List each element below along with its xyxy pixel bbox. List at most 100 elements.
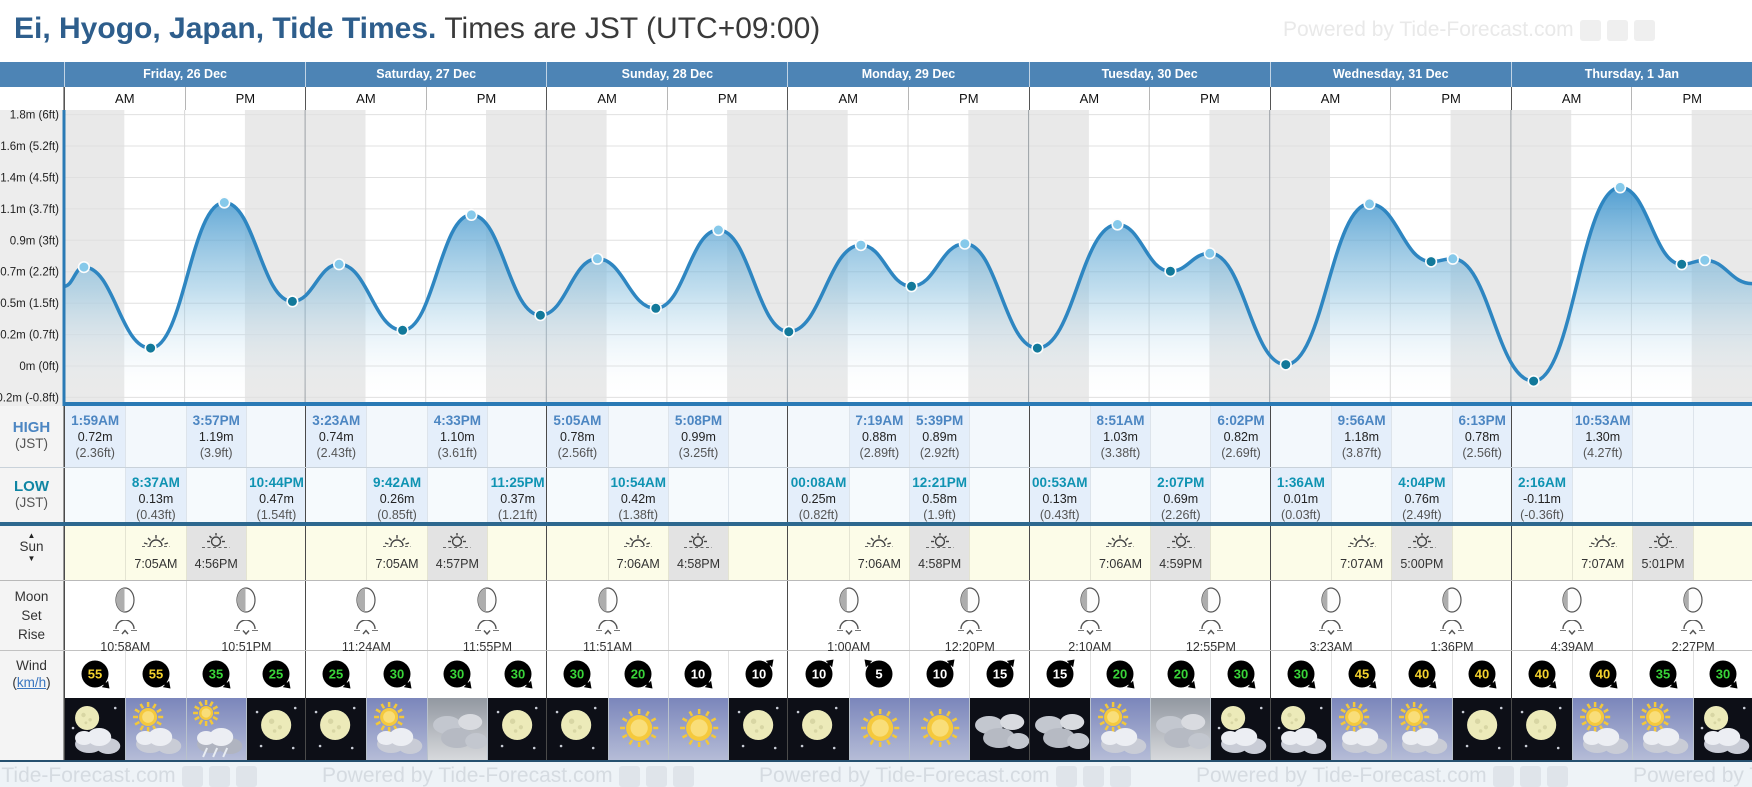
- weather-sunny-icon: [619, 709, 658, 747]
- sunrise-time: 7:05AM: [375, 557, 419, 571]
- sunrise-time: 7:06AM: [1098, 557, 1143, 571]
- moon-cell: 10:58AM: [65, 581, 186, 654]
- high-tide-cell: 3:23AM 0.74m (2.43ft): [306, 406, 367, 467]
- high-tide-time: 7:19AM: [855, 413, 904, 428]
- moon-rise-icon: [957, 619, 982, 635]
- moon-rise-time: 12:20PM: [944, 640, 995, 654]
- social-icon-3: [672, 765, 694, 787]
- wind-arrow-icon: 30: [1227, 660, 1256, 689]
- day-header-bar: Friday, 26 Dec Saturday, 27 Dec Sunday, 28…: [0, 62, 1752, 87]
- weather-moon-clouds-icon: [1218, 706, 1267, 754]
- wind-unit-link[interactable]: km/h: [16, 675, 47, 690]
- svg-text:35: 35: [209, 667, 223, 682]
- moon-cell: 11:24AM: [306, 581, 427, 654]
- sun-cell: [1271, 526, 1331, 580]
- high-tide-height-m: 0.72m: [77, 430, 113, 444]
- low-tide-cell: 10:44PM 0.47m (1.54ft): [245, 468, 307, 522]
- moon-set-time: 11:55PM: [462, 640, 513, 654]
- weather-cell: [1089, 698, 1151, 760]
- footer-watermark-0: Powered by Tide-Forecast.com: [0, 764, 257, 787]
- high-tide-height-m: 1.18m: [1344, 430, 1379, 444]
- day-column-2: 10:54AM 0.42m (1.38ft): [546, 468, 787, 522]
- high-tide-height-ft: (2.36ft): [75, 446, 115, 460]
- svg-text:1.8m (6ft): 1.8m (6ft): [10, 110, 59, 122]
- high-tide-time: 5:08PM: [674, 413, 723, 428]
- watermark-text: Powered by Tide-Forecast.com: [759, 764, 1050, 787]
- svg-text:10: 10: [811, 667, 825, 682]
- low-tide-time: 4:04PM: [1398, 475, 1446, 490]
- day-column-0: [64, 698, 307, 760]
- low-tide-cell: 12:21PM 0.58m (1.9ft): [908, 468, 970, 522]
- day-header-1: Saturday, 27 Dec: [305, 62, 546, 87]
- svg-text:30: 30: [570, 667, 584, 682]
- high-tide-height-m: 0.89m: [922, 430, 957, 444]
- sun-cell: 7:07AM: [1330, 526, 1391, 580]
- wind-arrow-icon: 15: [986, 659, 1015, 688]
- low-tide-cell: 2:07PM 0.69m (2.26ft): [1150, 468, 1211, 522]
- high-tide-cell: [1512, 406, 1572, 467]
- sun-cell: [306, 526, 366, 580]
- wind-arrow-icon: 15: [1046, 659, 1075, 688]
- ampm-label-1-am: AM: [305, 87, 426, 110]
- svg-text:25: 25: [329, 667, 343, 682]
- svg-text:0.7m (2.2ft): 0.7m (2.2ft): [0, 267, 59, 279]
- moon-set-icon: [234, 619, 259, 636]
- high-tide-height-ft: (3.38ft): [1100, 446, 1141, 460]
- ampm-label-6-am: AM: [1510, 87, 1632, 110]
- sun-cell: [1451, 526, 1512, 580]
- social-icon-2: [1082, 765, 1104, 787]
- wind-speed-cell: 40: [1512, 651, 1572, 698]
- svg-text:55: 55: [88, 667, 102, 682]
- low-tide-cell: [1210, 468, 1270, 522]
- moon-rise-time: 12:55PM: [1185, 640, 1236, 654]
- moon-cell: [667, 581, 789, 650]
- svg-text:15: 15: [1052, 667, 1066, 682]
- svg-text:20: 20: [1174, 667, 1188, 682]
- high-tide-cell: 4:33PM 1.10m (3.61ft): [426, 406, 487, 467]
- weather-cell: [426, 698, 487, 760]
- day-column-0: 1:59AM 0.72m (2.36ft) 3:57PM 1.19m (3.9ft): [64, 406, 305, 467]
- moon-cell: 2:10AM: [1030, 581, 1151, 654]
- low-tide-height-m: 0.58m: [922, 492, 957, 506]
- wind-speed-cell: 45: [1330, 651, 1391, 698]
- low-tide-cell: [306, 468, 366, 522]
- social-icon-2: [1519, 765, 1541, 787]
- high-tide-height-m: 1.10m: [439, 430, 475, 444]
- high-tide-cell: [788, 406, 848, 467]
- sun-cell: [1210, 526, 1270, 580]
- sun-cell: 7:05AM: [366, 526, 426, 580]
- footer-watermark-bar: Powered by Tide-Forecast.com Powered by T…: [0, 760, 1752, 787]
- high-tide-cell: 5:39PM 0.89m (2.92ft): [908, 406, 970, 467]
- weather-cell: [306, 698, 367, 760]
- wind-speed-cell: 25: [245, 651, 306, 698]
- moon-row: Moon Set Rise 10:58AM 10:51PM 11:24AM 11…: [0, 581, 1752, 654]
- high-tide-height-ft: (2.43ft): [316, 446, 357, 460]
- day-column-3: 1:00AM 12:20PM: [787, 581, 1028, 654]
- wind-arrow-icon: 40: [1528, 660, 1557, 689]
- sunset-icon: [1407, 533, 1436, 548]
- location-title: Ei, Hyogo, Japan, Tide Times.: [14, 12, 437, 45]
- low-tide-height-m: 0.47m: [259, 492, 294, 506]
- svg-text:40: 40: [1596, 667, 1610, 682]
- wind-arrow-icon: 5: [864, 659, 893, 688]
- wind-arrow-icon: 20: [624, 660, 653, 689]
- sun-cell: [547, 526, 607, 580]
- wind-speed-cell: 30: [366, 651, 426, 698]
- sunset-icon: [925, 533, 954, 548]
- svg-text:0.2m (0.7ft): 0.2m (0.7ft): [0, 330, 59, 342]
- wind-speed-cell: 15: [1030, 651, 1090, 698]
- day-column-0: 55 55 35 25: [64, 651, 305, 698]
- moon-cell: 11:55PM: [426, 581, 548, 654]
- ampm-gutter: [0, 87, 64, 110]
- social-icon-1: [618, 765, 640, 787]
- low-tide-time: 2:16AM: [1517, 475, 1566, 490]
- wind-speed-cell: 10: [728, 651, 788, 698]
- social-icon-3: [1109, 765, 1131, 787]
- low-tide-cell: [728, 468, 788, 522]
- low-tide-height-m: 0.26m: [379, 492, 415, 506]
- day-column-5: 9:56AM 1.18m (3.87ft) 6:13PM 0.78m (2.56ft): [1269, 406, 1512, 467]
- high-tide-cell: 7:19AM 0.88m (2.89ft): [848, 406, 909, 467]
- low-tide-height-ft: (1.21ft): [497, 508, 538, 522]
- weather-overcast-icon: [432, 714, 487, 749]
- low-tide-cell: [1089, 468, 1150, 522]
